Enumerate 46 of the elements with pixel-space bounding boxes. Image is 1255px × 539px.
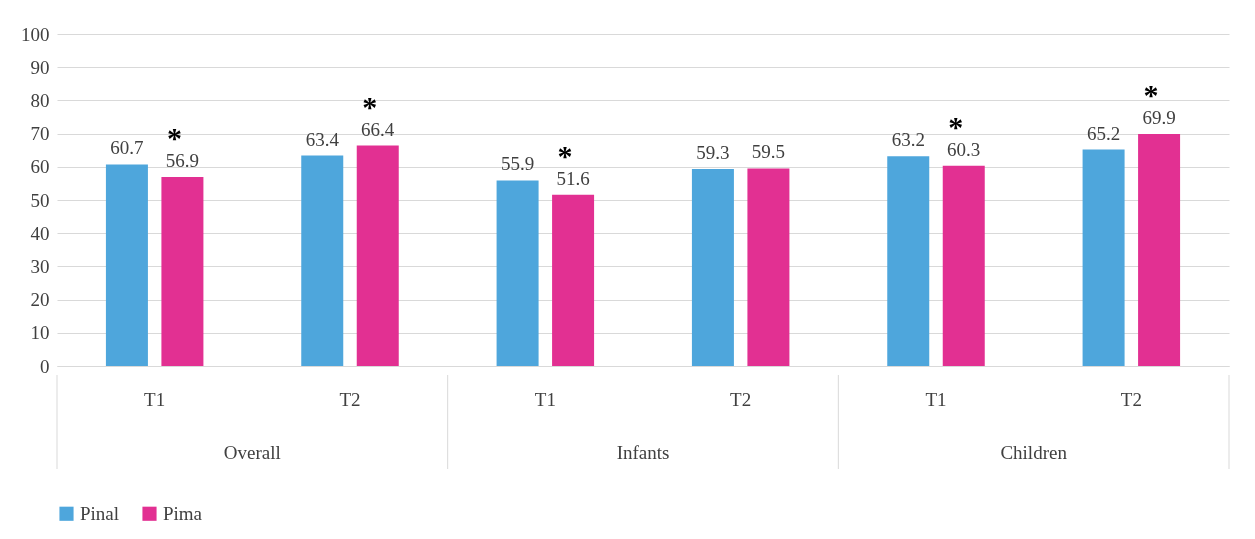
y-tick-label: 100 <box>21 23 50 45</box>
bar <box>691 169 734 366</box>
text: Overall <box>223 442 281 463</box>
bar <box>161 177 204 366</box>
data-label: 59.3 <box>696 142 730 164</box>
x-tick-label: T2 <box>1120 388 1142 410</box>
bar <box>105 164 148 366</box>
y-tick-label: 50 <box>30 189 50 211</box>
text: * 69.9 <box>1142 77 1176 128</box>
bar <box>887 156 930 366</box>
data-label: 65.2 <box>1086 122 1121 144</box>
legend-label: Pinal <box>80 502 120 524</box>
bar <box>1082 149 1125 366</box>
text: * 56.9 <box>165 121 200 172</box>
y-tick-label: 40 <box>30 222 50 244</box>
bar <box>301 155 344 366</box>
text: Infants <box>616 442 670 463</box>
y-tick-label: 80 <box>30 89 50 111</box>
x-tick-label: T2 <box>339 388 361 410</box>
bar <box>552 194 595 366</box>
y-tick-label: 20 <box>30 289 50 311</box>
y-tick-label: 90 <box>30 56 50 78</box>
x-tick-label: T2 <box>730 388 752 410</box>
text: * 60.3 <box>947 109 981 160</box>
bar <box>747 168 790 366</box>
text: Children <box>1000 442 1068 463</box>
data-label: 59.5 <box>751 141 786 163</box>
data-label: 63.2 <box>891 129 925 151</box>
y-tick-label: 70 <box>30 123 50 145</box>
y-tick-label: 60 <box>30 156 50 178</box>
data-label: 55.9 <box>500 153 535 175</box>
y-tick-label: 10 <box>30 322 50 344</box>
y-tick-label: 0 <box>40 355 50 377</box>
text: * 66.4 <box>361 89 395 140</box>
legend-label: Pima <box>163 502 203 524</box>
data-label: 63.4 <box>305 128 340 150</box>
bar <box>356 145 399 366</box>
data-label: 60.7 <box>110 137 144 159</box>
x-tick-label: T1 <box>144 388 166 410</box>
bar <box>942 165 985 366</box>
bar <box>1138 133 1181 366</box>
y-tick-label: 30 <box>30 255 50 277</box>
x-tick-label: T1 <box>925 388 947 410</box>
text: * 51.6 <box>556 138 590 189</box>
x-tick-label: T1 <box>534 388 556 410</box>
bar <box>496 180 539 366</box>
